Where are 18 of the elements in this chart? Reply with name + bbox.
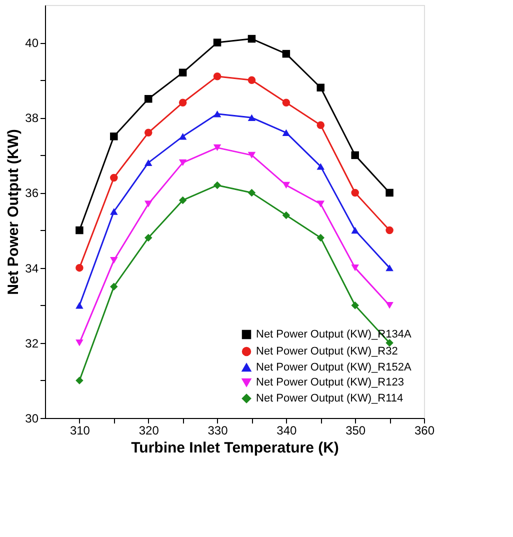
x-tick-label: 320 [138, 424, 160, 438]
x-tick-label: 340 [276, 424, 298, 438]
legend-label: Net Power Output (KW)_R114 [256, 392, 404, 404]
y-tick-label: 40 [25, 36, 39, 50]
y-tick-label: 32 [25, 336, 39, 350]
legend-label: Net Power Output (KW)_R152A [256, 362, 412, 374]
y-tick-label: 38 [25, 111, 39, 126]
y-tick-label: 34 [25, 261, 39, 276]
legend-label: Net Power Output (KW)_R123 [256, 376, 404, 388]
y-axis-title: Net Power Output (KW) [5, 129, 22, 295]
legend-label: Net Power Output (KW)_R32 [256, 346, 398, 358]
y-tick-label: 30 [25, 412, 39, 426]
x-tick-label: 310 [70, 424, 90, 438]
x-tick-label: 350 [346, 424, 366, 438]
y-tick-label: 36 [25, 186, 39, 200]
x-tick-label: 330 [208, 424, 228, 438]
x-tick-label: 360 [414, 424, 435, 438]
x-axis-title: Turbine Inlet Temperature (K) [131, 440, 339, 456]
